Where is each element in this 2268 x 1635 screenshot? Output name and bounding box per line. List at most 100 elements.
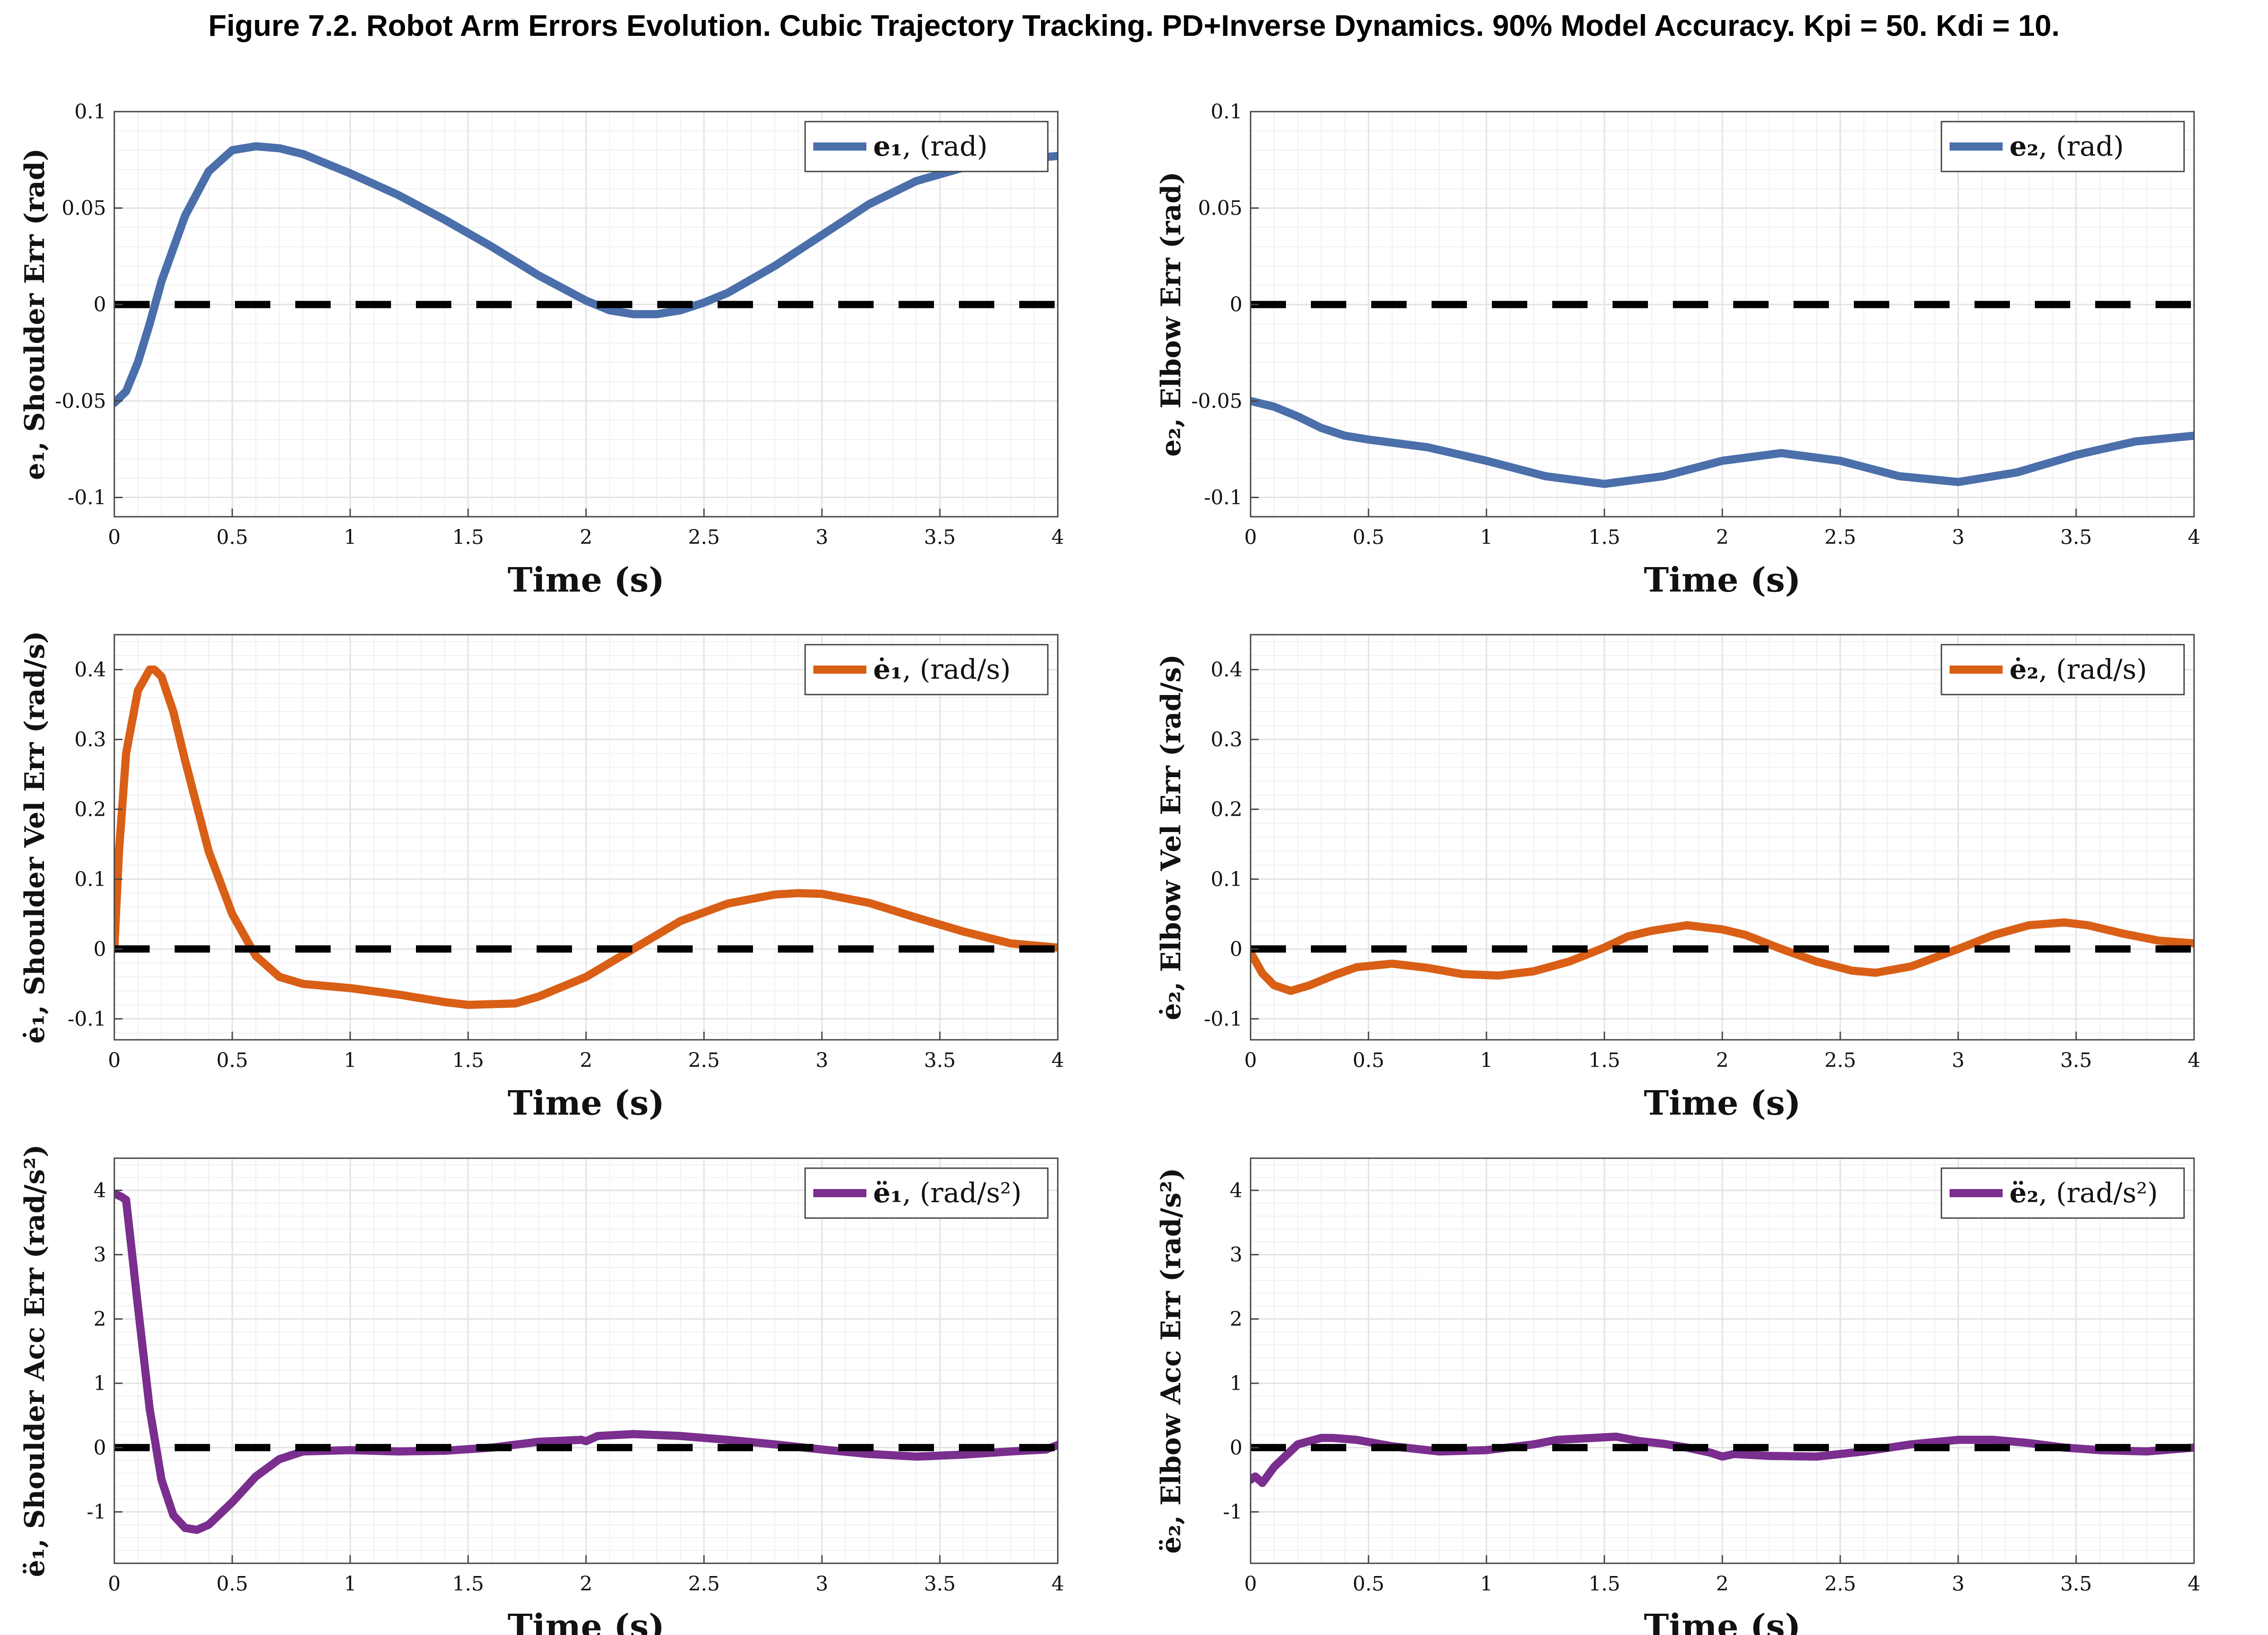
series-line [1251,397,2194,488]
x-tick-label: 1.5 [1589,526,1620,549]
x-tick-label: 4 [2188,1049,2200,1072]
panel-shoulder-position: 0 0.5 1 1.5 2 2.5 3 3.5 4 -0.1 -0.05 0 0.05 0.1 Time (… [19,100,1064,600]
series-line [114,142,1058,407]
x-tick-label: 0 [1244,1049,1257,1072]
x-tick-label: 1 [344,1049,357,1072]
legend-unit: , (rad/s) [2038,654,2147,685]
x-tick-label: 1.5 [452,1572,484,1596]
legend: ė₂, (rad/s) [1941,644,2185,695]
x-tick-label: 3.5 [2060,526,2092,549]
y-axis-label: ë₁, Shoulder Acc Err (rad/s²) [19,1145,51,1577]
legend: ë₂, (rad/s²) [1941,1167,2185,1219]
y-tick-label: -1 [1223,1501,1242,1524]
x-tick-label: 4 [2188,1572,2200,1596]
legend-label: e₂, (rad) [2009,131,2124,162]
y-axis-label: ė₁, Shoulder Vel Err (rad/s) [19,631,51,1044]
x-tick-label: 1 [344,526,357,549]
y-axis-label: ė₂, Elbow Vel Err (rad/s) [1155,654,1187,1020]
x-tick-label: 2.5 [688,1049,720,1072]
legend: e₁, (rad) [804,121,1049,172]
x-tick-label: 0 [1244,1572,1257,1596]
x-axis-label: Time (s) [1644,1607,1801,1635]
y-axis-label: e₂, Elbow Err (rad) [1155,171,1187,456]
x-tick-label: 1 [1480,1572,1493,1596]
y-tick-label: -0.1 [68,486,106,509]
y-tick-label: -1 [87,1501,106,1524]
series-line [1251,1432,2194,1487]
y-tick-label: 2 [1230,1307,1242,1331]
x-tick-label: 3.5 [924,526,956,549]
x-tick-label: 2.5 [688,526,720,549]
y-tick-label: 0 [93,938,106,961]
y-tick-label: 0 [93,1436,106,1459]
x-tick-label: 0 [108,1049,121,1072]
panel-elbow-position: 0 0.5 1 1.5 2 2.5 3 3.5 4 -0.1 -0.05 0 0.05 0.1 Time (… [1155,100,2200,600]
legend-symbol: ë₂ [2009,1177,2038,1209]
x-tick-label: 3.5 [2060,1049,2092,1072]
legend-symbol: e₂ [2009,131,2038,162]
x-tick-label: 4 [1051,1572,1064,1596]
series-line [1251,918,2194,995]
x-tick-label: 4 [1051,1049,1064,1072]
y-tick-label: -0.05 [55,390,106,413]
x-tick-label: 2.5 [688,1572,720,1596]
legend-symbol: e₁ [873,131,902,162]
x-axis-label: Time (s) [1644,561,1801,600]
x-tick-label: 3.5 [2060,1572,2092,1596]
y-tick-label: -0.1 [1204,486,1242,509]
x-tick-label: 1.5 [1589,1572,1620,1596]
y-tick-label: 0.3 [1211,728,1242,751]
x-tick-label: 3.5 [924,1049,956,1072]
x-tick-label: 4 [2188,526,2200,549]
legend-symbol: ë₁ [873,1177,902,1209]
x-tick-label: 2 [1716,1572,1729,1596]
legend-unit: , (rad/s) [902,654,1011,685]
x-tick-label: 2 [1716,1049,1729,1072]
y-tick-label: 1 [1230,1372,1242,1395]
figure-title: Figure 7.2. Robot Arm Errors Evolution. … [208,9,2060,42]
legend: e₂, (rad) [1941,121,2185,172]
x-tick-label: 2.5 [1824,1049,1856,1072]
x-tick-label: 3 [816,1049,828,1072]
legend-label: ë₁, (rad/s²) [873,1177,1022,1209]
x-tick-label: 0.5 [1353,526,1384,549]
y-tick-label: 0 [1230,293,1242,316]
y-tick-label: 0.05 [1198,197,1242,220]
x-tick-label: 0.5 [1353,1049,1384,1072]
legend-label: ë₂, (rad/s²) [2009,1177,2158,1209]
x-tick-label: 1 [344,1572,357,1596]
x-tick-label: 2 [580,1049,592,1072]
legend-unit: , (rad/s²) [902,1177,1022,1209]
x-axis-label: Time (s) [508,1607,665,1635]
x-tick-label: 2.5 [1824,1572,1856,1596]
legend-label: ė₁, (rad/s) [873,654,1011,685]
series-line [114,666,1058,1009]
y-tick-label: 2 [93,1307,106,1331]
x-tick-label: 0.5 [216,1049,248,1072]
legend: ë₁, (rad/s²) [804,1167,1049,1219]
x-tick-label: 3 [1952,526,1965,549]
y-tick-label: 0.4 [74,658,106,681]
x-axis-label: Time (s) [508,1084,665,1123]
y-tick-label: 0.05 [62,197,106,220]
y-tick-label: 3 [93,1243,106,1267]
x-axis-label: Time (s) [508,561,665,600]
y-tick-label: 0 [1230,938,1242,961]
x-tick-label: 3 [816,526,828,549]
x-tick-label: 3 [816,1572,828,1596]
x-axis-label: Time (s) [1644,1084,1801,1123]
x-tick-label: 0.5 [216,526,248,549]
legend: ė₁, (rad/s) [804,644,1049,695]
y-tick-label: 0.1 [74,100,106,123]
legend-unit: , (rad) [2038,131,2124,162]
y-tick-label: 0 [1230,1436,1242,1459]
x-tick-label: 2.5 [1824,526,1856,549]
y-tick-label: -0.1 [68,1008,106,1031]
legend-label: ė₂, (rad/s) [2009,654,2147,685]
x-tick-label: 1 [1480,1049,1493,1072]
x-tick-label: 4 [1051,526,1064,549]
y-tick-label: -0.1 [1204,1008,1242,1031]
